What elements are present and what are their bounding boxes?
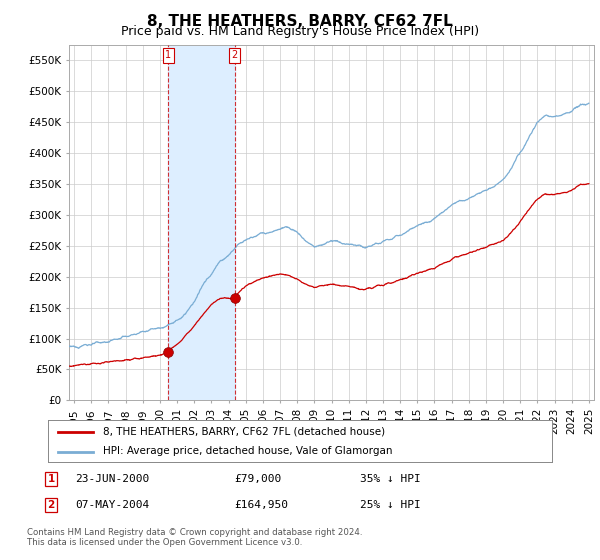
Bar <box>168 45 235 400</box>
Text: Contains HM Land Registry data © Crown copyright and database right 2024.
This d: Contains HM Land Registry data © Crown c… <box>27 528 362 548</box>
Text: 2: 2 <box>232 50 238 60</box>
Text: 1: 1 <box>165 50 171 60</box>
Text: 23-JUN-2000: 23-JUN-2000 <box>75 474 149 484</box>
Text: 2: 2 <box>47 500 55 510</box>
Text: 35% ↓ HPI: 35% ↓ HPI <box>360 474 421 484</box>
Text: 25% ↓ HPI: 25% ↓ HPI <box>360 500 421 510</box>
Text: £164,950: £164,950 <box>234 500 288 510</box>
Text: 8, THE HEATHERS, BARRY, CF62 7FL (detached house): 8, THE HEATHERS, BARRY, CF62 7FL (detach… <box>103 427 386 437</box>
Text: 07-MAY-2004: 07-MAY-2004 <box>75 500 149 510</box>
Text: HPI: Average price, detached house, Vale of Glamorgan: HPI: Average price, detached house, Vale… <box>103 446 393 456</box>
Text: Price paid vs. HM Land Registry's House Price Index (HPI): Price paid vs. HM Land Registry's House … <box>121 25 479 38</box>
Text: 8, THE HEATHERS, BARRY, CF62 7FL: 8, THE HEATHERS, BARRY, CF62 7FL <box>147 14 453 29</box>
Text: £79,000: £79,000 <box>234 474 281 484</box>
Text: 1: 1 <box>47 474 55 484</box>
